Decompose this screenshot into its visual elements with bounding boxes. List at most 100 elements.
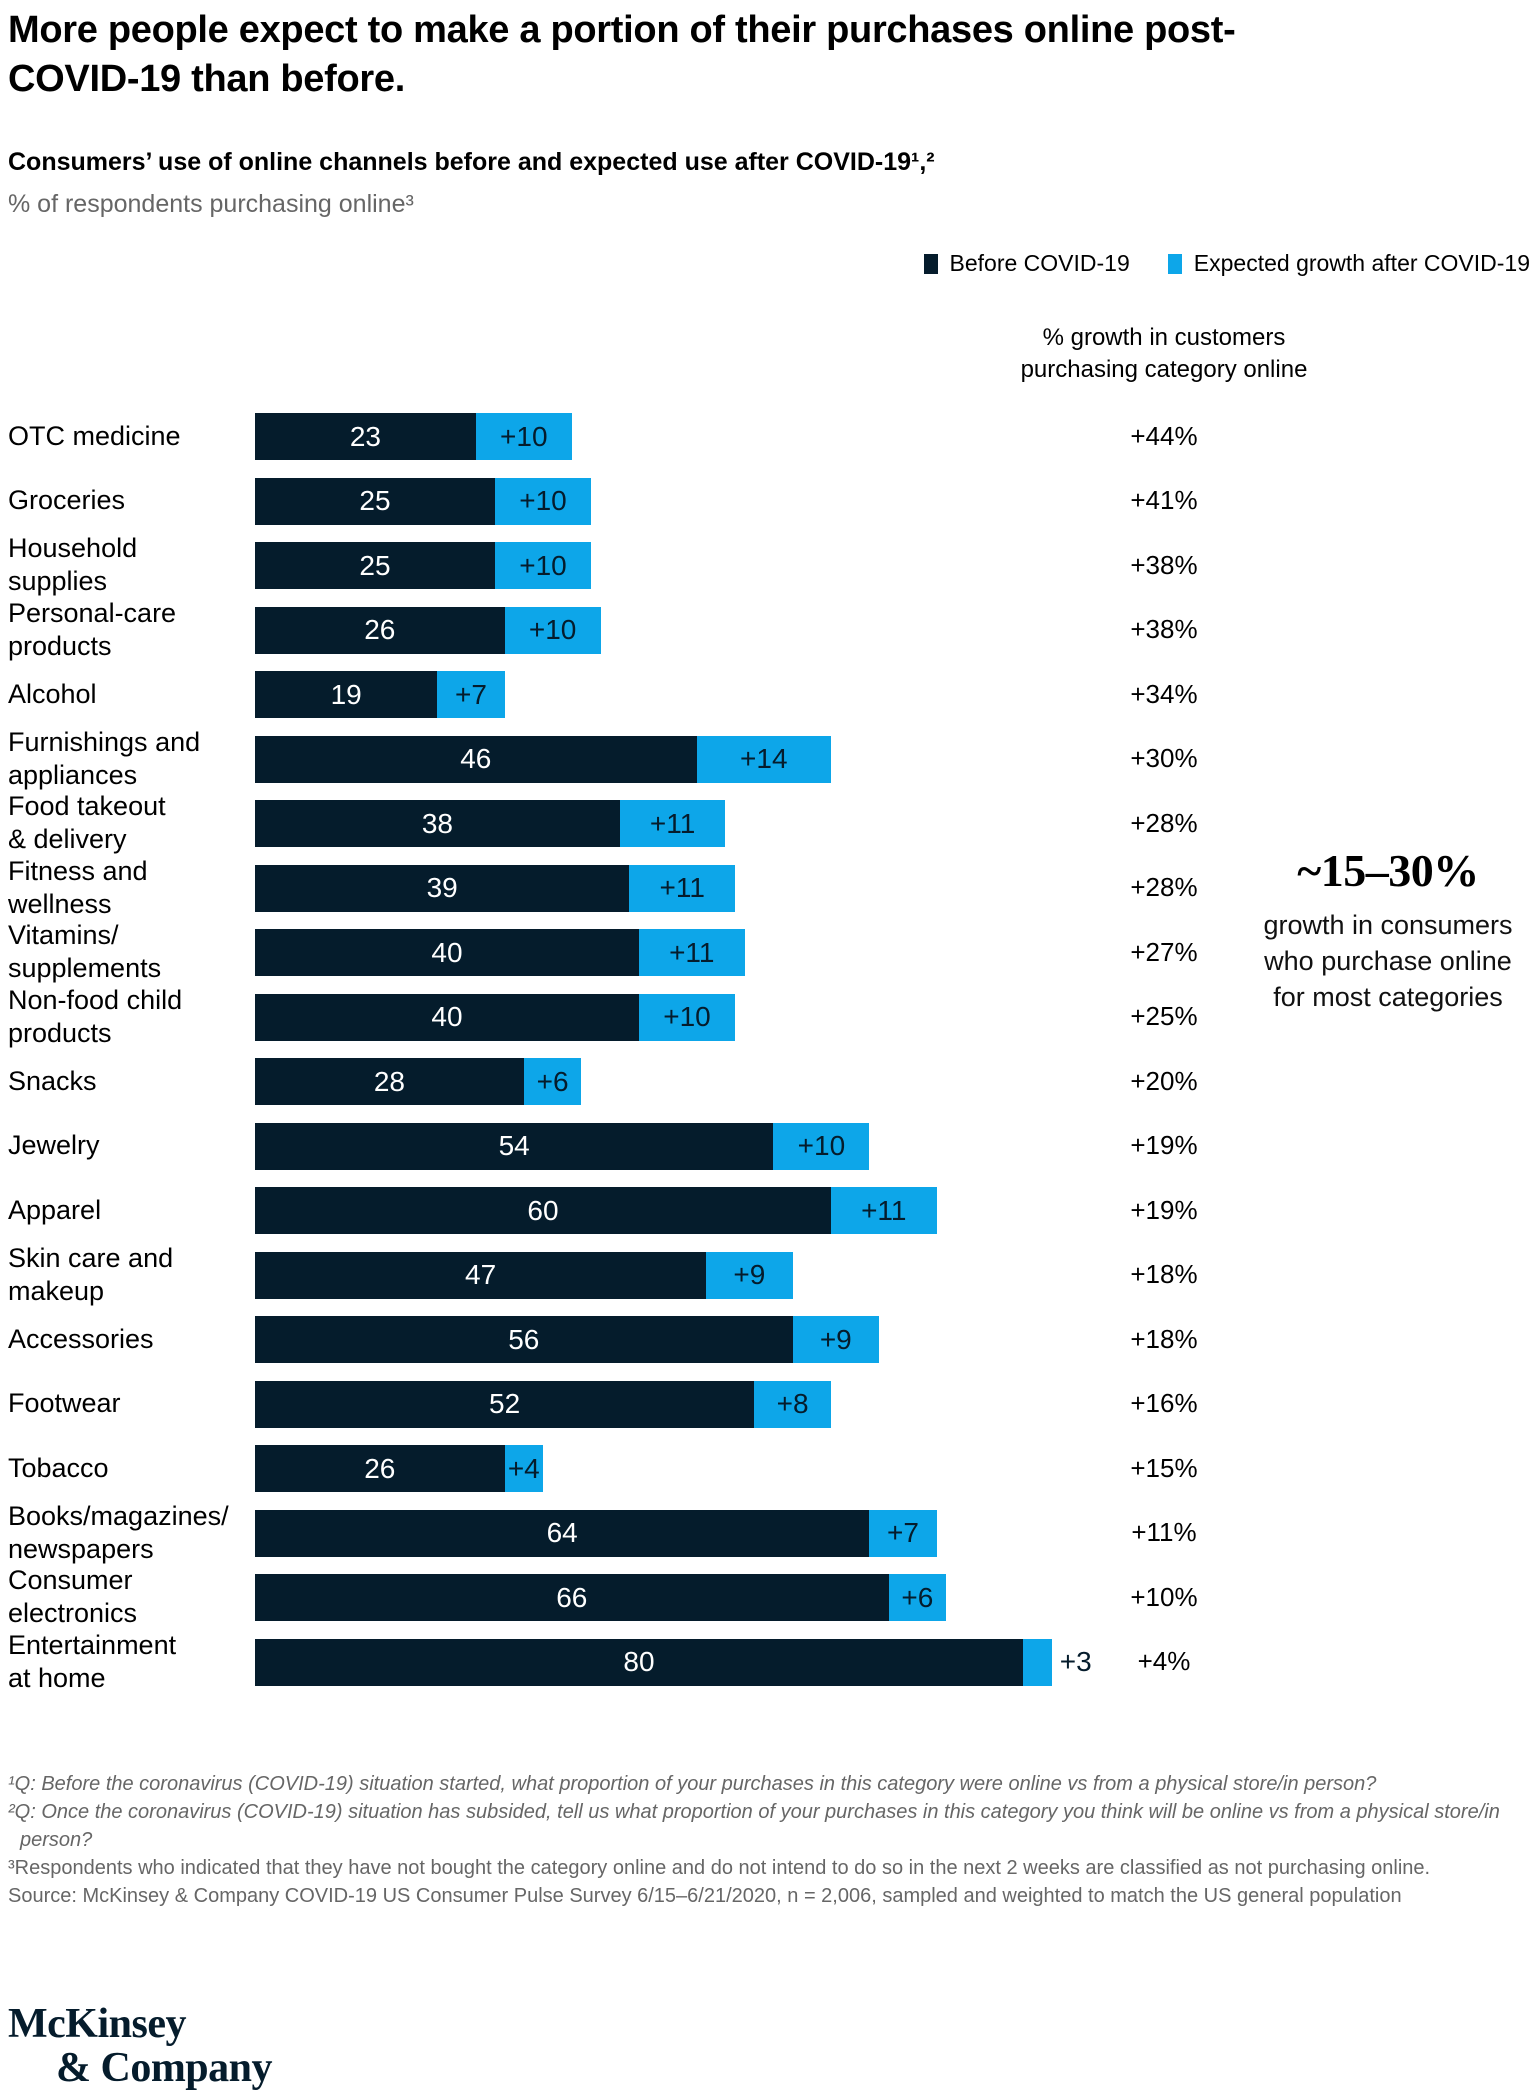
bar-track: 26 +4	[255, 1445, 543, 1492]
customers-growth-value: +28%	[1130, 872, 1198, 903]
chart-unit-label: % of respondents purchasing online³	[8, 190, 414, 218]
category-label: Tobacco	[8, 1452, 109, 1483]
bar-row: Footwear 52 +8 +16%	[0, 1372, 1536, 1437]
bar-track: 23 +10	[255, 413, 572, 460]
growth-value: +9	[733, 1259, 766, 1290]
bar-row: Snacks 28 +6 +20%	[0, 1049, 1536, 1114]
legend-item-before: Before COVID-19	[923, 250, 1130, 277]
growth-value: +6	[901, 1581, 934, 1613]
customers-growth-value: +41%	[1130, 485, 1198, 516]
callout-headline: ~15–30%	[1297, 845, 1479, 896]
bar-before-segment: 28	[255, 1058, 524, 1105]
bar-track: 39 +11	[255, 864, 735, 912]
category-label: Groceries	[8, 485, 126, 516]
source-line: Source: McKinsey & Company COVID-19 US C…	[8, 1885, 1402, 1907]
bar-row: Non-food child products 40 +10 +25%	[0, 985, 1536, 1050]
legend-swatch-growth	[1167, 253, 1182, 274]
legend-label-before: Before COVID-19	[949, 250, 1130, 276]
bar-row: Apparel 60 +11 +19%	[0, 1178, 1536, 1243]
growth-value: +10	[528, 614, 577, 645]
bar-growth-segment: +10	[504, 606, 601, 654]
before-value: 46	[460, 743, 492, 774]
customers-growth-value: +28%	[1130, 807, 1198, 838]
bar-before-segment: 26	[255, 1445, 505, 1492]
growth-value: +11	[861, 1194, 907, 1226]
bar-before-segment: 66	[255, 1574, 889, 1621]
bar-row: Entertainment at home 80 +3 +4%	[0, 1630, 1536, 1695]
category-label: Food takeout & delivery	[8, 791, 166, 855]
bar-growth-segment: +10	[639, 993, 735, 1041]
bar-track: 60 +11	[255, 1187, 937, 1234]
bar-track: 52 +8	[255, 1380, 831, 1428]
customers-growth-value: +25%	[1130, 1001, 1198, 1032]
footnote-1: ¹Q: Before the coronavirus (COVID-19) si…	[8, 1773, 1377, 1795]
customers-growth-value: +19%	[1130, 1194, 1198, 1225]
customers-growth-value: +18%	[1130, 1323, 1198, 1354]
bar-before-segment: 26	[255, 606, 505, 654]
growth-value: +10	[663, 1001, 711, 1032]
growth-value: +10	[519, 485, 567, 516]
bar-before-segment: 39	[255, 864, 630, 912]
growth-value: +10	[797, 1130, 846, 1161]
bar-row: Alcohol 19 +7 +34%	[0, 662, 1536, 727]
bar-growth-segment: +11	[619, 800, 726, 847]
growth-value: +10	[500, 420, 548, 452]
footnote-2: ²Q: Once the coronavirus (COVID-19) situ…	[8, 1801, 1500, 1851]
bar-before-segment: 40	[255, 929, 639, 976]
bar-track: 40 +11	[255, 929, 745, 976]
bar-row: Tobacco 26 +4 +15%	[0, 1436, 1536, 1501]
customers-growth-value: +10%	[1130, 1581, 1198, 1612]
category-label: Alcohol	[8, 678, 97, 709]
bar-growth-segment: +6	[523, 1058, 582, 1105]
customers-growth-value: +4%	[1137, 1646, 1191, 1677]
before-value: 28	[373, 1065, 405, 1097]
customers-growth-value: +44%	[1130, 420, 1198, 451]
category-label: Snacks	[8, 1065, 97, 1096]
bar-growth-segment: +11	[639, 929, 745, 976]
customers-growth-value: +11%	[1131, 1517, 1197, 1548]
before-value: 56	[508, 1323, 540, 1355]
category-label: Apparel	[8, 1194, 102, 1225]
bar-before-segment: 46	[255, 735, 697, 783]
bar-growth-segment: +10	[495, 477, 591, 525]
category-label: Vitamins/ supplements	[8, 920, 162, 984]
bar-before-segment: 54	[255, 1122, 774, 1170]
growth-value: +8	[776, 1388, 809, 1419]
bar-growth-segment: +10	[475, 413, 572, 460]
footnote-3: ³Respondents who indicated that they hav…	[8, 1857, 1431, 1879]
growth-value: +9	[819, 1323, 852, 1355]
growth-value: +14	[740, 743, 788, 774]
footnotes: ¹Q: Before the coronavirus (COVID-19) si…	[8, 1770, 1514, 1910]
bar-before-segment: 80	[255, 1638, 1023, 1686]
growth-value: +7	[455, 678, 487, 710]
category-label: Footwear	[8, 1388, 121, 1419]
growth-value: +10	[519, 549, 567, 581]
category-label: Household supplies	[8, 533, 138, 597]
bar-track: 80 +3	[255, 1638, 1092, 1686]
bar-before-segment: 64	[255, 1509, 870, 1557]
category-label: Furnishings and appliances	[8, 726, 201, 790]
bar-track: 64 +7	[255, 1509, 937, 1557]
before-value: 38	[421, 807, 453, 839]
before-value: 40	[431, 1001, 463, 1032]
bar-growth-segment: +9	[706, 1251, 793, 1299]
bar-row: Household supplies 25 +10 +38%	[0, 533, 1536, 598]
bar-track: 28 +6	[255, 1058, 582, 1105]
chart-subtitle: Consumers’ use of online channels before…	[8, 148, 935, 176]
bar-row: OTC medicine 23 +10 +44%	[0, 404, 1536, 469]
before-value: 26	[364, 614, 396, 645]
bar-track: 19 +7	[255, 671, 505, 718]
bar-growth-segment: +11	[629, 864, 735, 912]
bar-before-segment: 19	[255, 671, 438, 718]
bar-row: Furnishings and appliances 46 +14 +30%	[0, 727, 1536, 792]
bar-row: Fitness and wellness 39 +11 +28%	[0, 856, 1536, 921]
page-title: More people expect to make a portion of …	[8, 9, 1236, 100]
bar-before-segment: 60	[255, 1187, 831, 1234]
bar-row: Personal-care products 26 +10 +38%	[0, 598, 1536, 663]
bar-growth-segment: +11	[831, 1187, 937, 1234]
legend-swatch-before	[923, 253, 938, 274]
before-value: 25	[359, 549, 391, 581]
before-value: 19	[330, 678, 362, 710]
bar-track: 25 +10	[255, 477, 591, 525]
before-value: 80	[623, 1646, 655, 1677]
